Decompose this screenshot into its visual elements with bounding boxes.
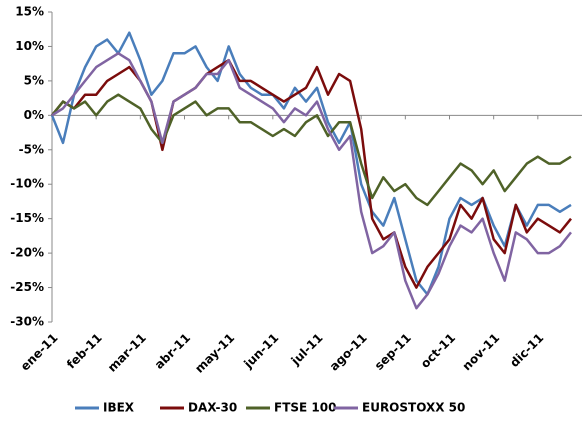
x-tick-label: ago-11 [327,331,370,374]
y-tick-label: -5% [19,142,44,156]
y-tick-label: 10% [15,39,44,53]
x-tick-label: oct-11 [418,331,458,371]
y-tick-label: -25% [10,280,44,294]
x-tick-label: mar-11 [105,331,149,375]
y-tick-label: 15% [15,5,44,19]
legend-label: EUROSTOXX 50 [362,401,465,415]
legend-label: IBEX [103,401,135,415]
x-tick-label: jun-11 [240,331,281,372]
y-tick-label: 5% [24,73,44,87]
y-tick-label: 0% [24,108,44,122]
y-tick-label: -20% [10,246,44,260]
legend-label: DAX-30 [188,401,237,415]
x-tick-label: abr-11 [152,331,193,372]
x-tick-label: sep-11 [372,331,414,373]
y-tick-label: -15% [10,211,44,225]
y-tick-label: -10% [10,177,44,191]
x-tick-label: feb-11 [64,331,105,372]
y-tick-label: -30% [10,315,44,329]
series-line [51,52,572,310]
x-tick-label: dic-11 [507,331,546,370]
legend-label: FTSE 100 [274,401,336,415]
series-line [50,31,572,296]
x-tick-label: may-11 [192,331,237,376]
x-tick-label: ene-11 [18,331,61,374]
x-tick-label: nov-11 [460,331,503,374]
x-tick-label: jul-11 [288,331,326,369]
series-line [51,93,572,207]
